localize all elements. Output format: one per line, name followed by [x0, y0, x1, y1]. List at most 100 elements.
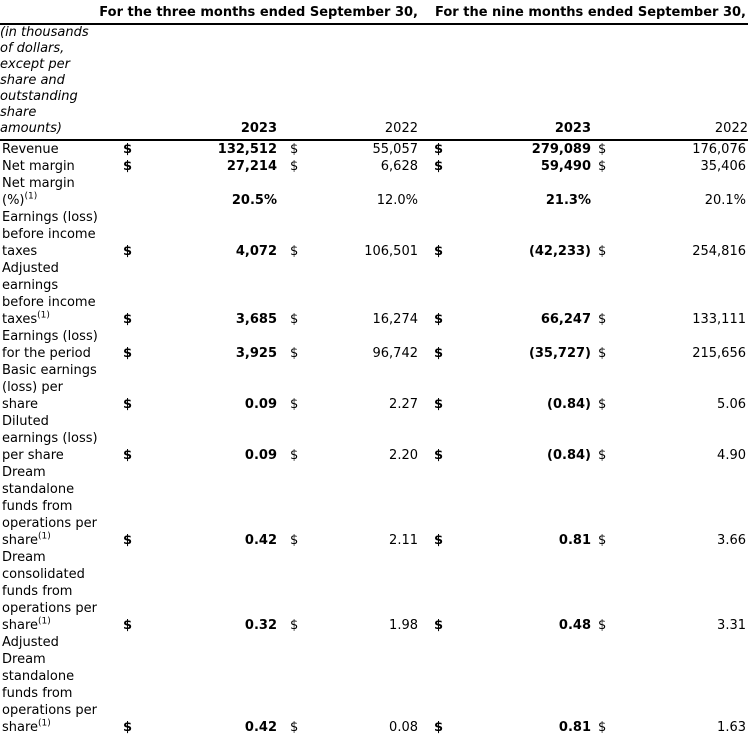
value-cell: 21.3% [545, 193, 591, 208]
currency-cell: $ [434, 142, 444, 157]
currency-cell: $ [123, 533, 133, 548]
currency-cell: $ [123, 448, 133, 463]
currency-cell: $ [290, 533, 299, 548]
value-cell: 4,072 [235, 244, 277, 259]
currency-cell: $ [434, 159, 444, 174]
value-cell: (42,233) [528, 244, 591, 259]
spacer-cell [118, 24, 144, 141]
currency-cell: $ [598, 142, 607, 157]
row-label: Revenue [2, 142, 59, 157]
currency-cell: $ [123, 159, 133, 174]
value-cell: 254,816 [692, 244, 746, 259]
years-header-row: (in thousands of dollars, except per sha… [0, 24, 748, 141]
table-row-net-margin: Net margin $ 27,214 $ 6,628 $ 59,490 $ 3… [0, 158, 748, 175]
row-label: Basic earnings (loss) per share [2, 363, 97, 412]
table-row-basic-eps: Basic earnings (loss) per share $ 0.09 $… [0, 362, 748, 413]
value-cell: 27,214 [226, 159, 277, 174]
currency-cell [418, 175, 448, 209]
currency-cell: $ [123, 720, 133, 735]
value-cell: 55,057 [372, 142, 419, 157]
year-2023-nine-months: 2023 [448, 24, 591, 141]
currency-cell: $ [290, 244, 299, 259]
value-cell: 279,089 [531, 142, 591, 157]
value-cell: 0.42 [244, 533, 277, 548]
value-cell: 0.81 [558, 720, 591, 735]
value-cell: 132,512 [217, 142, 277, 157]
table-row-revenue: Revenue $ 132,512 $ 55,057 $ 279,089 $ 1… [0, 140, 748, 158]
currency-cell: $ [598, 346, 607, 361]
value-cell: (0.84) [547, 448, 591, 463]
value-cell: (35,727) [528, 346, 591, 361]
currency-cell: $ [290, 346, 299, 361]
value-cell: 133,111 [692, 312, 746, 327]
value-cell: 96,742 [372, 346, 419, 361]
currency-cell: $ [123, 397, 133, 412]
row-label: Adjusted Dream standalone funds from ope… [2, 635, 97, 735]
currency-cell: $ [290, 448, 299, 463]
spacer-cell [591, 24, 611, 141]
value-cell: (0.84) [547, 397, 591, 412]
value-cell: 20.5% [231, 193, 277, 208]
value-cell: 2.20 [389, 448, 418, 463]
value-cell: 5.06 [717, 397, 746, 412]
table-row-earnings-before-taxes: Earnings (loss) before income taxes $ 4,… [0, 209, 748, 260]
row-label: Earnings (loss) for the period [2, 329, 98, 361]
value-cell: 3,685 [235, 312, 277, 327]
row-label: Diluted earnings (loss) per share [2, 414, 98, 463]
value-cell: 35,406 [700, 159, 747, 174]
value-cell: 1.98 [389, 618, 418, 633]
table-row-diluted-eps: Diluted earnings (loss) per share $ 0.09… [0, 413, 748, 464]
row-label: Net margin (%)(1) [2, 176, 75, 208]
value-cell: 215,656 [692, 346, 746, 361]
currency-cell: $ [434, 720, 444, 735]
row-label: Dream consolidated funds from operations… [2, 550, 97, 633]
currency-cell: $ [123, 142, 133, 157]
value-cell: 0.32 [244, 618, 277, 633]
spacer-cell [277, 24, 307, 141]
period-header-cell: For the three months ended September 30,… [0, 0, 748, 25]
row-label: Net margin [2, 159, 75, 174]
currency-cell: $ [123, 618, 133, 633]
three-months-header: For the three months ended September 30, [99, 5, 418, 20]
currency-cell: $ [290, 618, 299, 633]
row-label: Adjusted earnings before income taxes(1) [2, 261, 96, 327]
unit-note: (in thousands of dollars, except per sha… [0, 24, 118, 141]
footnote-marker: (1) [38, 616, 51, 627]
value-cell: 3.66 [717, 533, 746, 548]
value-cell: 1.63 [717, 720, 746, 735]
currency-cell: $ [290, 720, 299, 735]
currency-cell: $ [434, 448, 444, 463]
currency-cell: $ [598, 244, 607, 259]
currency-cell: $ [434, 346, 444, 361]
currency-cell: $ [434, 533, 444, 548]
currency-cell: $ [434, 397, 444, 412]
currency-cell: $ [123, 312, 133, 327]
value-cell: 0.42 [244, 720, 277, 735]
table-row-adjusted-earnings-before-taxes: Adjusted earnings before income taxes(1)… [0, 260, 748, 328]
currency-cell: $ [290, 159, 299, 174]
currency-cell: $ [434, 618, 444, 633]
currency-cell: $ [598, 448, 607, 463]
value-cell: 66,247 [540, 312, 591, 327]
value-cell: 59,490 [540, 159, 591, 174]
table-row-dream-consolidated-ffo: Dream consolidated funds from operations… [0, 549, 748, 634]
nine-months-header: For the nine months ended September 30, [435, 5, 746, 20]
value-cell: 20.1% [704, 193, 746, 208]
value-cell: 0.81 [558, 533, 591, 548]
currency-cell: $ [290, 312, 299, 327]
table-row-net-margin-pct: Net margin (%)(1) 20.5% 12.0% 21.3% 20.1… [0, 175, 748, 209]
currency-cell: $ [123, 346, 133, 361]
currency-cell: $ [290, 397, 299, 412]
value-cell: 0.09 [244, 448, 277, 463]
value-cell: 0.09 [244, 397, 277, 412]
currency-cell: $ [434, 312, 444, 327]
spacer-cell [418, 24, 448, 141]
currency-cell: $ [598, 720, 607, 735]
value-cell: 3,925 [235, 346, 277, 361]
currency-cell: $ [598, 533, 607, 548]
footnote-marker: (1) [24, 191, 38, 202]
table-row-adjusted-dream-standalone-ffo: Adjusted Dream standalone funds from ope… [0, 634, 748, 736]
year-2022-three-months: 2022 [307, 24, 418, 141]
footnote-marker: (1) [38, 718, 51, 729]
value-cell: 16,274 [372, 312, 419, 327]
